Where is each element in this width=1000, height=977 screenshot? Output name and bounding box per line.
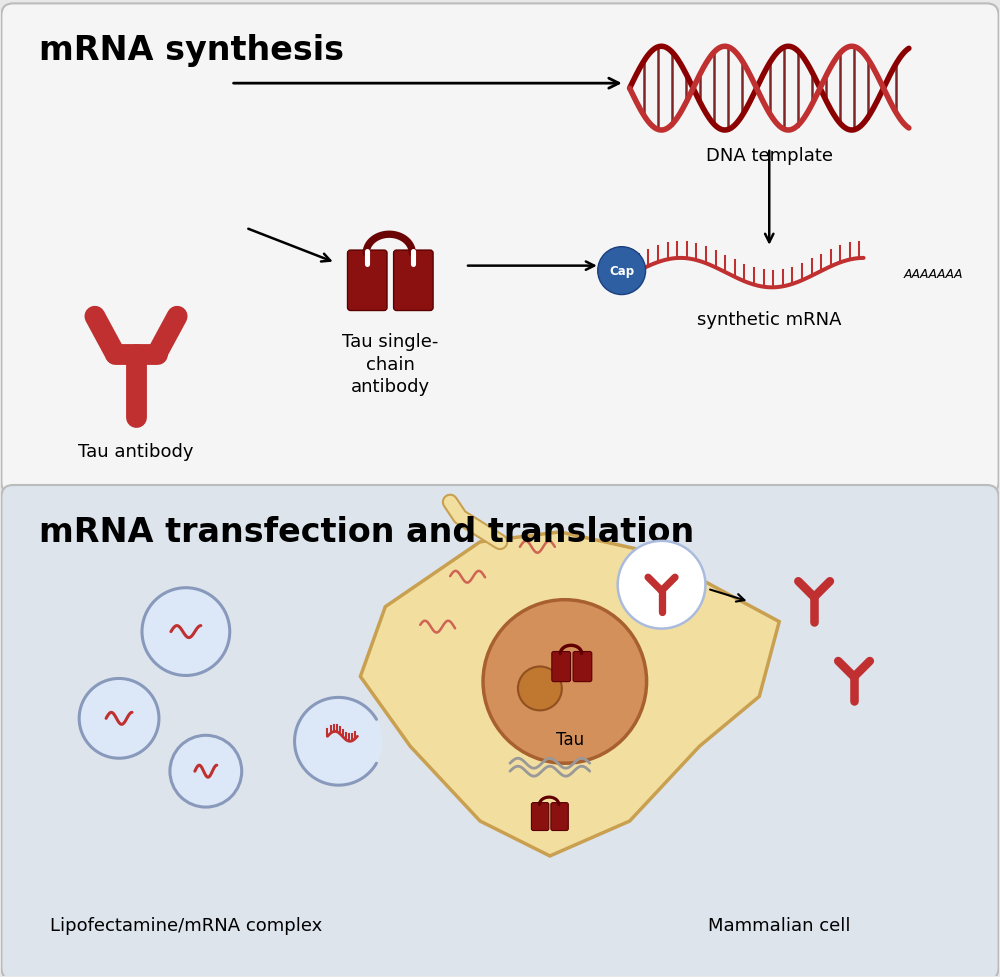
FancyBboxPatch shape (573, 652, 592, 682)
Text: Tau single-
chain
antibody: Tau single- chain antibody (342, 333, 438, 396)
Text: AAAAAAA: AAAAAAA (904, 268, 963, 280)
Circle shape (598, 247, 646, 295)
Text: mRNA synthesis: mRNA synthesis (39, 34, 344, 67)
Polygon shape (360, 532, 779, 856)
Text: DNA template: DNA template (706, 147, 833, 165)
Text: Lipofectamine/mRNA complex: Lipofectamine/mRNA complex (50, 915, 322, 934)
FancyBboxPatch shape (348, 251, 387, 312)
FancyBboxPatch shape (552, 652, 571, 682)
FancyBboxPatch shape (1, 4, 999, 494)
Text: mRNA transfection and translation: mRNA transfection and translation (39, 516, 695, 548)
Circle shape (79, 679, 159, 758)
FancyBboxPatch shape (531, 803, 549, 830)
FancyBboxPatch shape (1, 486, 999, 977)
FancyBboxPatch shape (394, 251, 433, 312)
Text: synthetic mRNA: synthetic mRNA (697, 310, 842, 328)
Text: Tau: Tau (556, 731, 584, 748)
Circle shape (518, 667, 562, 710)
Circle shape (483, 600, 647, 763)
Text: Cap: Cap (609, 265, 634, 277)
Circle shape (142, 588, 230, 676)
Text: Mammalian cell: Mammalian cell (708, 915, 850, 934)
Circle shape (170, 736, 242, 807)
FancyBboxPatch shape (551, 803, 568, 830)
Text: Tau antibody: Tau antibody (78, 443, 194, 461)
Circle shape (295, 698, 382, 786)
Circle shape (618, 541, 705, 629)
